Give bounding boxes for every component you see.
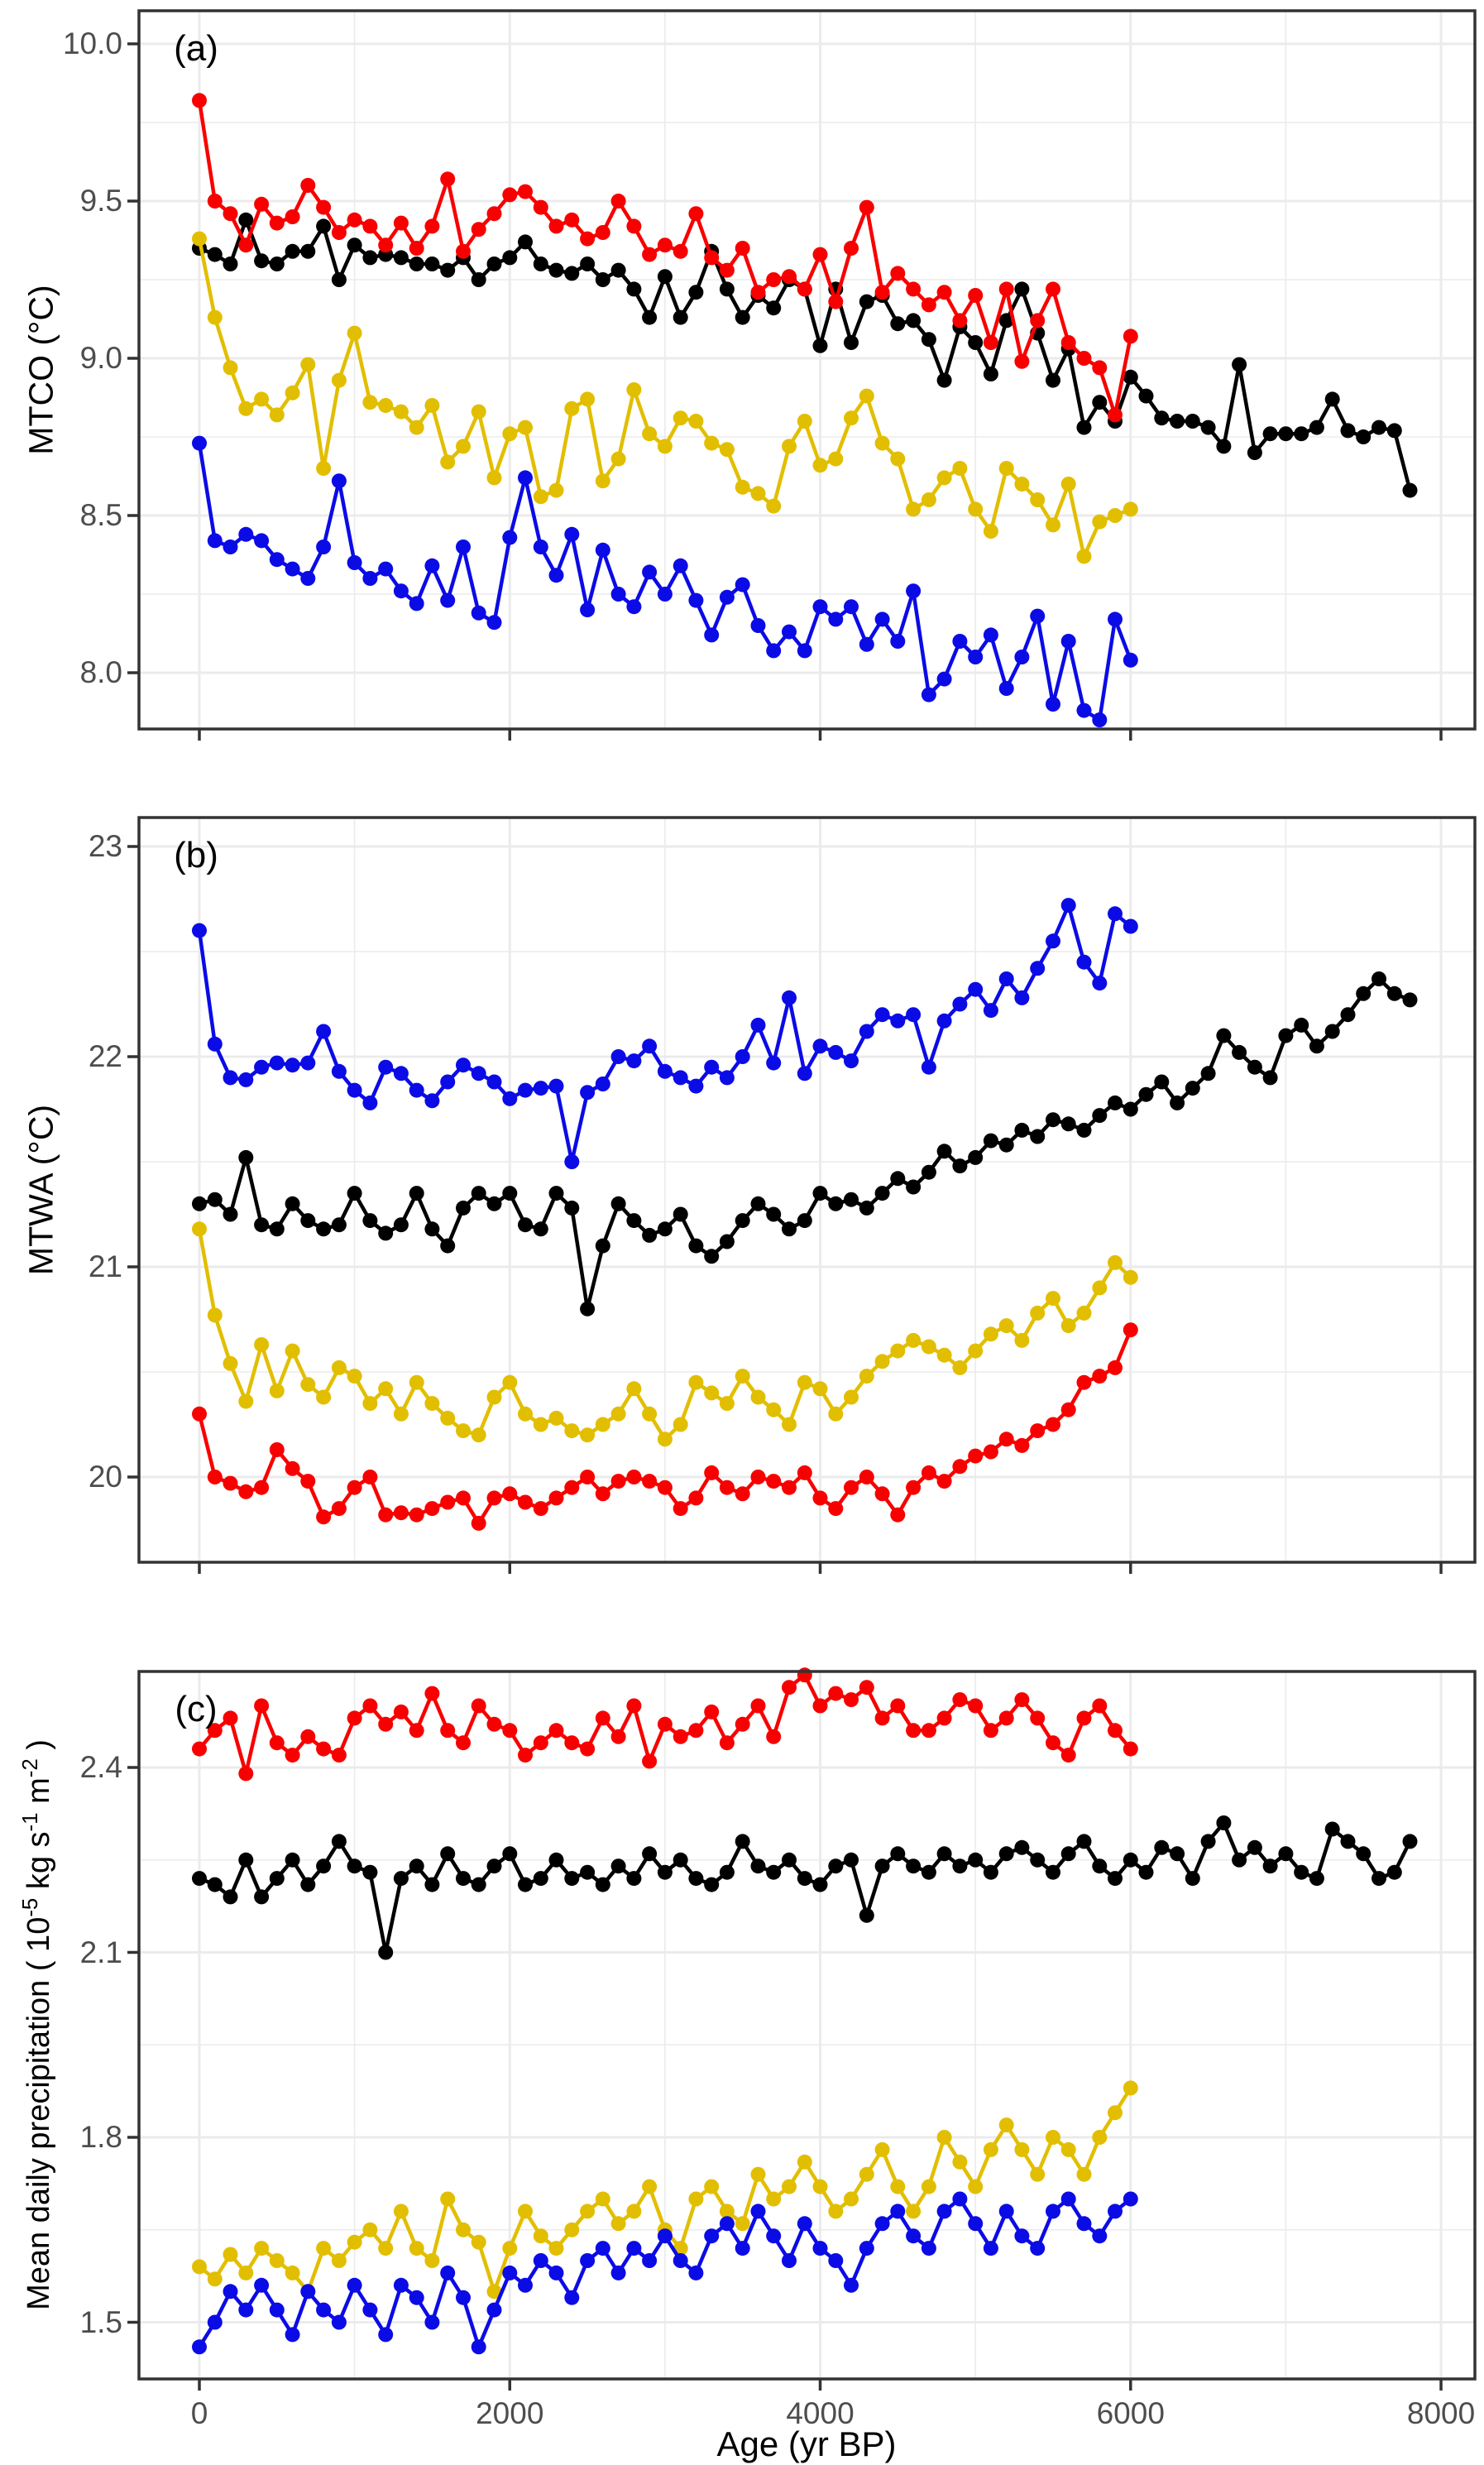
- y-tick-label: 22: [88, 1039, 122, 1073]
- panel-label-a: (a): [174, 28, 218, 69]
- tick-marks: [127, 42, 1443, 741]
- panel-a-series-yellow: [192, 231, 1138, 564]
- y-tick-label: 1.8: [79, 2120, 122, 2154]
- panel-a-series-blue: [192, 435, 1138, 727]
- y-tick-label: 9.0: [79, 341, 122, 375]
- panel-label-b: (b): [174, 835, 218, 875]
- panel-b-series-blue: [192, 898, 1138, 1169]
- panel-border: [137, 1670, 1477, 2381]
- y-tick-label: 9.5: [79, 184, 122, 218]
- tick-marks: [127, 845, 1443, 1574]
- minor-gridlines: [139, 11, 1475, 729]
- panel-c-series-blue: [192, 2191, 1138, 2355]
- y-tick-label: 23: [88, 829, 122, 863]
- y-tick-label: 10.0: [62, 26, 122, 60]
- panel-b-series-yellow: [192, 1221, 1138, 1447]
- major-gridlines: [139, 1671, 1475, 2379]
- panel-c-series-red: [192, 1667, 1138, 1782]
- y-tick-label: 8.5: [79, 498, 122, 532]
- x-tick-label: 2000: [476, 2396, 544, 2430]
- panel-b-series-black: [192, 971, 1418, 1316]
- minor-gridlines: [139, 1671, 1475, 2379]
- panel-b-series-red: [192, 1322, 1138, 1531]
- panel-c-series-black: [192, 1815, 1418, 1960]
- y-tick-label: 2.1: [79, 1935, 122, 1969]
- panel-a-series-red: [192, 93, 1138, 423]
- x-tick-label: 8000: [1406, 2396, 1476, 2430]
- x-axis-title: Age (yr BP): [716, 2424, 897, 2463]
- panel-border: [137, 816, 1477, 1564]
- x-tick-label: 0: [190, 2396, 208, 2430]
- panel-b: [127, 816, 1477, 1574]
- tick-marks: [127, 1766, 1443, 2391]
- y-tick-label: 20: [88, 1460, 122, 1494]
- panel-c-series-yellow: [192, 2080, 1138, 2300]
- y-axis-title-precipitation: Mean daily precipitation ( 10-5 kg s-1 m…: [19, 1739, 56, 2310]
- y-tick-label: 21: [88, 1249, 122, 1283]
- y-tick-label: 2.4: [79, 1750, 122, 1784]
- panel-c: [127, 1667, 1477, 2391]
- panel-border: [137, 9, 1477, 731]
- y-tick-label: 8.0: [79, 655, 122, 689]
- x-tick-label: 4000: [786, 2396, 854, 2430]
- minor-gridlines: [139, 818, 1475, 1562]
- y-tick-label: 1.5: [79, 2304, 122, 2339]
- panel-a: [127, 9, 1477, 741]
- x-tick-label: 6000: [1096, 2396, 1165, 2430]
- panel-label-c: (c): [175, 1689, 218, 1729]
